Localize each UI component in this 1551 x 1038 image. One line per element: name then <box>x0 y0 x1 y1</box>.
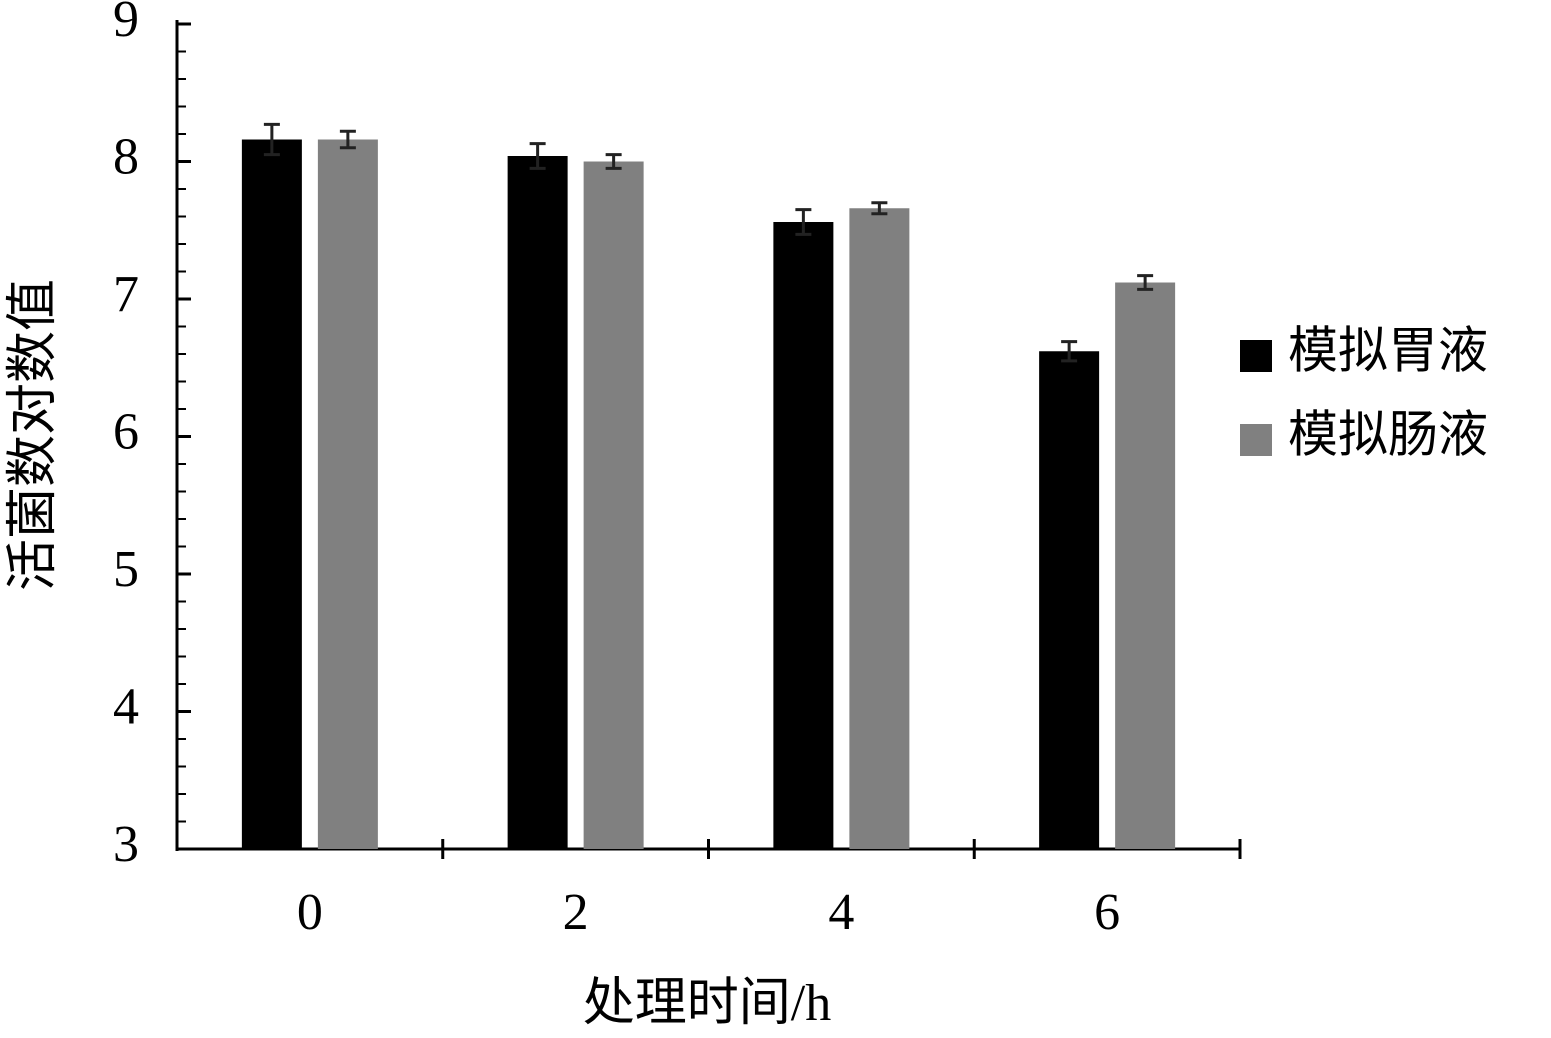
legend-swatch <box>1240 340 1272 372</box>
bar <box>507 156 568 849</box>
x-tick-label: 0 <box>297 884 323 941</box>
bar <box>241 139 302 849</box>
x-axis-title: 处理时间/h <box>583 975 831 1032</box>
error-bar <box>1137 274 1154 291</box>
error-bar <box>529 142 546 170</box>
bar <box>583 161 644 849</box>
y-tick-label: 4 <box>113 678 139 735</box>
y-tick-label: 6 <box>113 403 139 460</box>
error-bar <box>1061 340 1078 363</box>
y-tick-label: 3 <box>113 816 139 873</box>
bar <box>1115 282 1176 849</box>
error-bar <box>871 201 888 216</box>
legend-swatch <box>1240 424 1272 456</box>
x-tick-label: 6 <box>1094 884 1120 941</box>
bar <box>849 208 910 849</box>
bar <box>317 139 378 849</box>
legend-label: 模拟胃液 <box>1288 322 1488 378</box>
x-tick-label: 2 <box>563 884 589 941</box>
legend-label: 模拟肠液 <box>1288 406 1488 462</box>
error-bar <box>339 129 356 150</box>
error-bar <box>263 122 280 157</box>
y-tick-label: 8 <box>113 128 139 185</box>
bar <box>773 222 834 849</box>
error-bar <box>795 208 812 236</box>
error-bar <box>605 153 622 170</box>
x-tick-label: 4 <box>828 884 854 941</box>
y-axis-title: 活菌数对数值 <box>5 279 62 591</box>
y-tick-label: 7 <box>113 266 139 323</box>
bar <box>1039 351 1100 849</box>
y-tick-label: 5 <box>113 541 139 598</box>
y-tick-label: 9 <box>113 0 139 48</box>
